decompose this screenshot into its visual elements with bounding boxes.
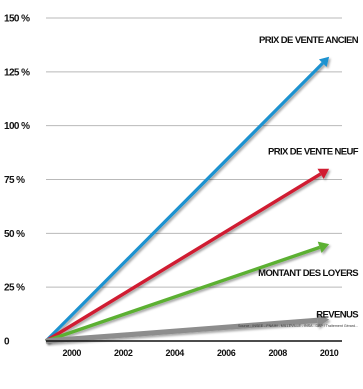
y-tick-label: 25 % (4, 283, 25, 294)
series-arrow (45, 168, 330, 343)
series-label: REVENUS (316, 309, 358, 320)
x-axis-ticks: 2000 2002 2004 2006 2008 2010 (63, 348, 340, 358)
series-arrows (44, 56, 330, 344)
arrow-head (317, 241, 330, 254)
series-arrow (45, 241, 330, 343)
series-label: PRIX DE VENTE ANCIEN (259, 35, 359, 46)
y-tick-label: 100 % (4, 121, 30, 132)
series-arrow (45, 313, 330, 344)
series-arrow (44, 56, 330, 343)
x-tick-label: 2004 (165, 348, 184, 358)
arrow-head (316, 313, 330, 328)
series-labels: PRIX DE VENTE ANCIEN PRIX DE VENTE NEUF MO… (258, 35, 359, 321)
series-line (45, 172, 322, 343)
x-tick-label: 2002 (114, 348, 133, 358)
arrow-head (317, 168, 330, 180)
y-tick-label: 50 % (4, 229, 25, 240)
source-note: Source : INSEE - FNAIM - MILLEVILLE - IN… (238, 324, 358, 328)
series-label: MONTANT DES LOYERS (258, 268, 358, 279)
arrow-head (318, 56, 330, 67)
y-tick-label: 0 (4, 337, 10, 348)
y-tick-label: 75 % (4, 175, 25, 186)
x-tick-label: 2000 (63, 348, 82, 358)
grid-lines (46, 17, 342, 288)
x-tick-label: 2006 (217, 348, 236, 358)
x-tick-label: 2008 (268, 348, 287, 358)
series-line (45, 317, 318, 344)
x-tick-label: 2010 (320, 348, 339, 358)
y-tick-label: 150 % (4, 14, 30, 25)
y-axis-ticks: 0 25 % 50 % 75 % 100 % 125 % 150 % (4, 14, 31, 348)
y-tick-label: 125 % (4, 67, 30, 78)
series-line (44, 62, 324, 343)
series-label: PRIX DE VENTE NEUF (268, 147, 359, 158)
series-line (45, 245, 321, 343)
